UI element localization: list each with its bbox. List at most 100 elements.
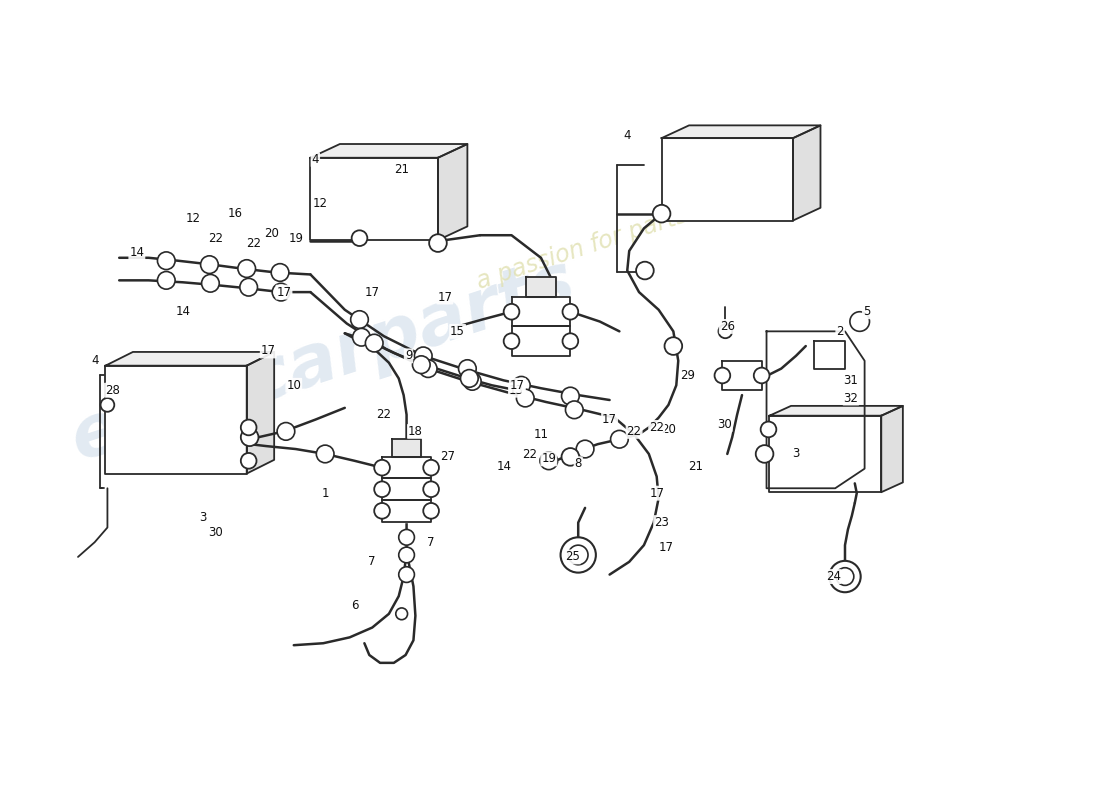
Circle shape: [836, 568, 854, 586]
Polygon shape: [767, 331, 865, 488]
Circle shape: [272, 264, 289, 282]
Circle shape: [241, 420, 256, 435]
Circle shape: [760, 422, 777, 438]
Text: 22: 22: [649, 421, 664, 434]
Polygon shape: [382, 478, 431, 500]
Polygon shape: [246, 352, 274, 474]
Circle shape: [240, 278, 257, 296]
Circle shape: [201, 274, 219, 292]
Text: 4: 4: [311, 154, 319, 166]
Circle shape: [715, 368, 730, 383]
Circle shape: [513, 377, 530, 394]
Polygon shape: [661, 138, 793, 221]
Polygon shape: [526, 278, 556, 297]
Circle shape: [664, 338, 682, 355]
Text: 6: 6: [351, 599, 359, 613]
Circle shape: [504, 304, 519, 319]
Text: 12: 12: [312, 198, 328, 210]
Circle shape: [576, 440, 594, 458]
Polygon shape: [793, 126, 821, 221]
Text: 14: 14: [130, 246, 144, 259]
Text: 17: 17: [365, 286, 380, 298]
Text: 22: 22: [246, 237, 261, 250]
Circle shape: [412, 356, 430, 374]
Text: 17: 17: [261, 345, 276, 358]
Circle shape: [718, 325, 733, 338]
Polygon shape: [814, 341, 845, 369]
Polygon shape: [723, 361, 761, 390]
Circle shape: [562, 304, 579, 319]
Circle shape: [754, 368, 770, 383]
Text: 22: 22: [521, 449, 537, 462]
Text: 14: 14: [175, 306, 190, 318]
Circle shape: [272, 283, 290, 301]
Text: 12: 12: [185, 212, 200, 225]
Circle shape: [461, 370, 478, 387]
Circle shape: [569, 545, 589, 565]
Text: 30: 30: [208, 526, 222, 539]
Text: 31: 31: [844, 374, 858, 387]
Circle shape: [157, 271, 175, 289]
Text: 19: 19: [288, 232, 304, 245]
Text: 8: 8: [574, 458, 582, 470]
Text: 5: 5: [862, 306, 870, 318]
Text: 4: 4: [624, 129, 631, 142]
Circle shape: [365, 334, 383, 352]
Text: 3: 3: [792, 447, 800, 461]
Circle shape: [200, 256, 218, 274]
Circle shape: [561, 448, 580, 466]
Circle shape: [516, 390, 535, 407]
Text: 26: 26: [719, 320, 735, 333]
Text: 10: 10: [286, 378, 301, 392]
Polygon shape: [512, 297, 571, 326]
Text: 32: 32: [844, 391, 858, 405]
Polygon shape: [106, 352, 274, 366]
Circle shape: [398, 530, 415, 545]
Circle shape: [756, 445, 773, 462]
Text: 23: 23: [654, 516, 669, 529]
Circle shape: [504, 334, 519, 349]
Text: 20: 20: [661, 423, 675, 436]
Text: 25: 25: [565, 550, 580, 563]
Polygon shape: [310, 144, 468, 158]
Circle shape: [829, 561, 860, 592]
Text: 17: 17: [649, 486, 664, 500]
Text: a passion for parts since 1985: a passion for parts since 1985: [473, 161, 821, 294]
Circle shape: [561, 538, 596, 573]
Text: 7: 7: [427, 536, 434, 549]
Text: 21: 21: [394, 163, 409, 176]
Polygon shape: [661, 126, 821, 138]
Text: 29: 29: [681, 369, 695, 382]
Polygon shape: [512, 326, 571, 356]
Text: 17: 17: [510, 378, 525, 392]
Polygon shape: [770, 416, 881, 492]
Circle shape: [561, 387, 580, 405]
Text: 7: 7: [368, 555, 376, 568]
Text: 17: 17: [438, 290, 452, 303]
Circle shape: [415, 347, 432, 365]
Text: 1: 1: [321, 486, 329, 500]
Polygon shape: [881, 406, 903, 492]
Polygon shape: [106, 366, 246, 474]
Text: 24: 24: [826, 570, 840, 583]
Polygon shape: [438, 144, 468, 240]
Text: 19: 19: [541, 452, 557, 466]
Circle shape: [241, 429, 258, 446]
Circle shape: [157, 252, 175, 270]
Text: 14: 14: [497, 460, 513, 473]
Circle shape: [429, 234, 447, 252]
Circle shape: [241, 453, 256, 469]
Circle shape: [317, 445, 334, 462]
Text: 20: 20: [264, 226, 278, 240]
Text: 22: 22: [376, 408, 392, 422]
Circle shape: [652, 205, 670, 222]
Circle shape: [562, 334, 579, 349]
Text: 22: 22: [208, 232, 223, 245]
Text: 22: 22: [627, 425, 641, 438]
Text: 9: 9: [405, 350, 412, 362]
Circle shape: [352, 230, 367, 246]
Circle shape: [463, 373, 481, 390]
Text: 17: 17: [602, 413, 617, 426]
Circle shape: [540, 452, 558, 470]
Circle shape: [565, 401, 583, 418]
